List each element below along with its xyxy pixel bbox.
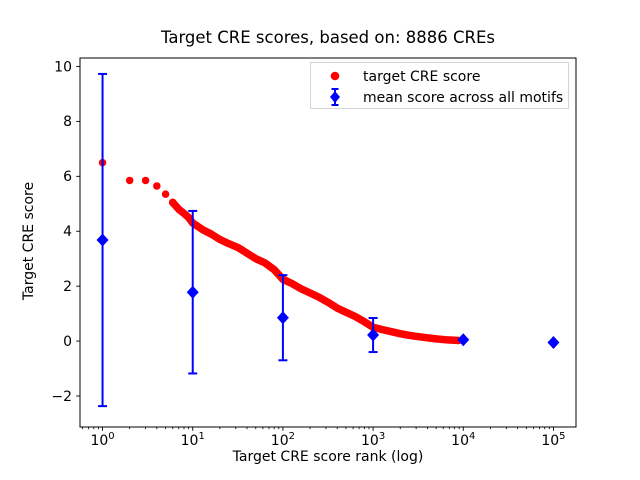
target-score-point [168,198,177,207]
legend-target-marker [330,71,340,81]
y-axis-label: Target CRE score [21,181,37,301]
y-tick-label: 4 [63,224,72,240]
mean-score-series [96,72,560,408]
target-score-series [98,158,463,345]
mean-score-diamond [547,335,560,349]
mean-score-diamond [276,311,289,325]
target-score-band [168,198,463,345]
axes-frame [79,57,577,428]
y-tick-label: 0 [63,334,72,350]
target-score-point [141,176,150,185]
legend-mean-label: mean score across all motifs [363,90,563,106]
target-score-point [161,190,170,198]
mean-score-diamond [457,333,470,347]
legend-mean-marker [330,91,340,103]
y-tick-label: 2 [63,279,72,295]
x-tick-label: 102 [271,431,295,449]
x-tick-label: 104 [451,431,475,449]
mean-score-diamond [367,328,380,342]
mean-score-diamond [96,233,109,247]
mean-score-diamond [186,285,199,299]
chart-title: Target CRE scores, based on: 8886 CREs [160,28,496,47]
target-score-point [125,176,134,185]
x-tick-label: 101 [181,431,205,449]
x-tick-label: 103 [361,431,385,449]
x-axis-label: Target CRE score rank (log) [232,449,424,465]
y-axis-ticks: −2 0 2 4 6 8 10 [51,59,80,405]
legend-box [310,62,569,109]
x-axis-ticks: 100 101 102 103 104 105 [90,427,566,449]
x-tick-label: 100 [90,431,114,449]
y-tick-label: −2 [51,389,72,405]
legend-target-label: target CRE score [363,69,480,85]
target-score-point [153,182,161,190]
y-tick-label: 6 [63,169,72,185]
x-tick-label: 105 [541,431,565,449]
y-tick-label: 10 [54,59,72,75]
x-minor-ticks [82,427,550,430]
y-tick-label: 8 [63,114,72,130]
legend: target CRE score mean score across all mo… [310,62,569,109]
